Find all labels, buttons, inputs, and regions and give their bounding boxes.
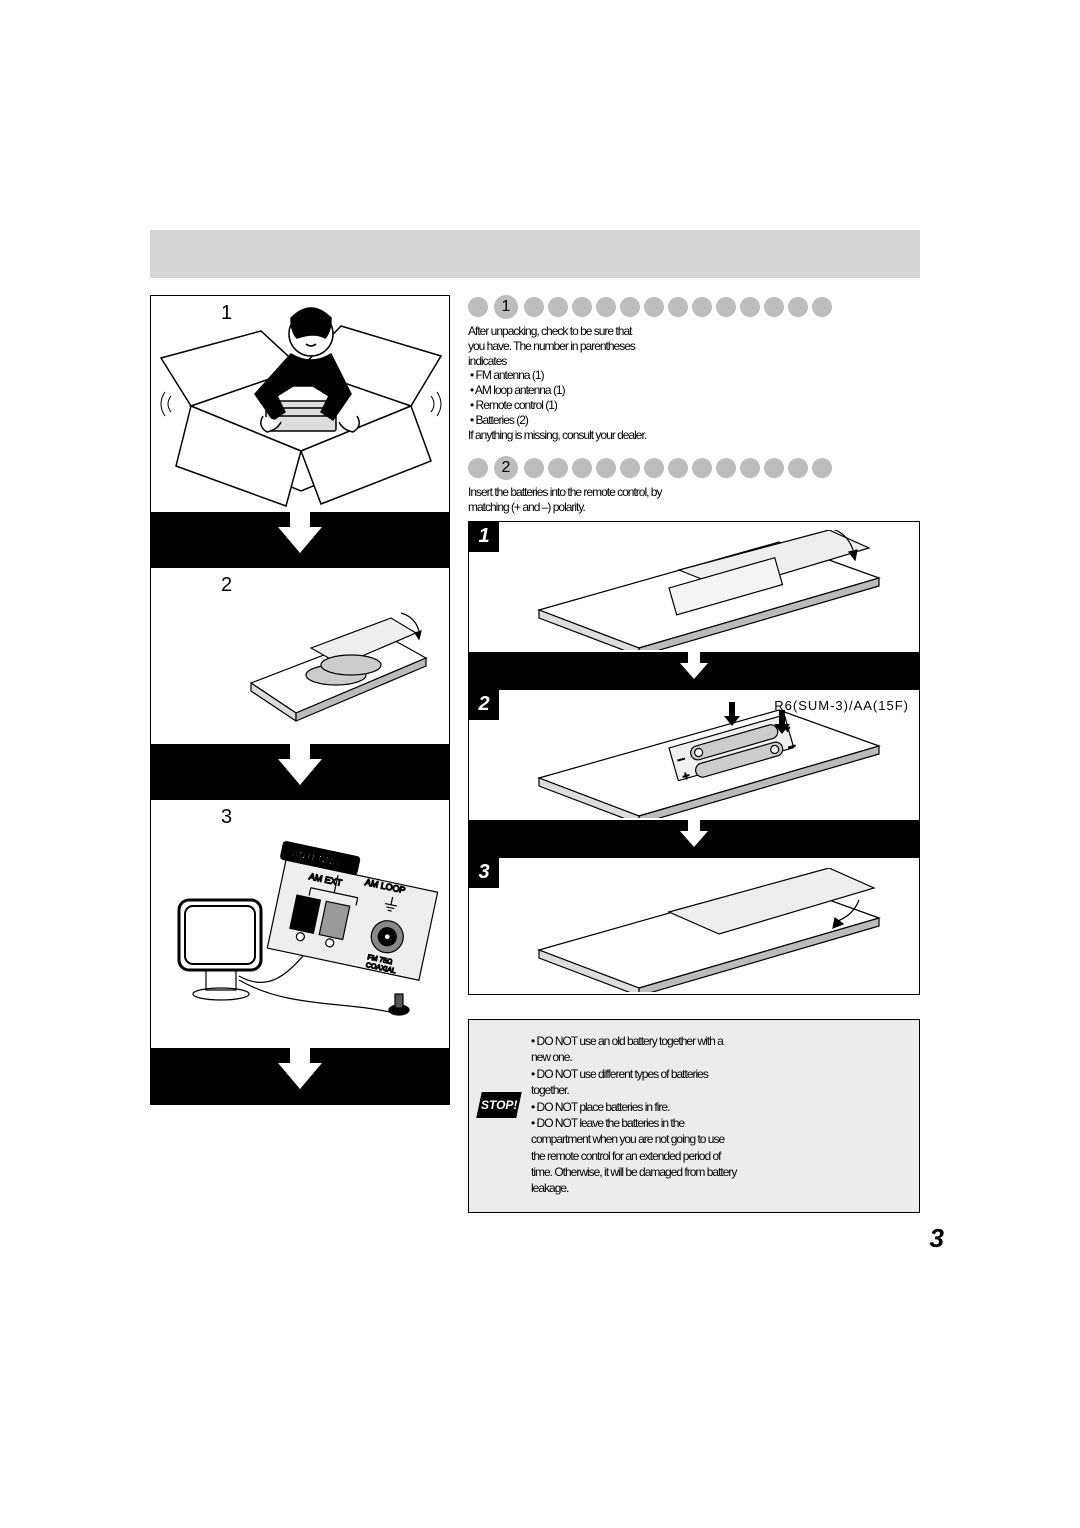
- arrow-divider: [469, 652, 919, 690]
- caution-box: STOP! • DO NOT use an old battery togeth…: [468, 1019, 920, 1213]
- left-step-3: 3 ANTENNA AM EXT: [151, 800, 449, 1048]
- remote-step-3: 3: [469, 858, 919, 994]
- step-number: 2: [221, 574, 232, 597]
- caution-line: • DO NOT use an old battery together wit…: [531, 1034, 907, 1048]
- antenna-illustration: ANTENNA AM EXT AM LOOP: [151, 800, 451, 1048]
- list-item: • FM antenna (1): [470, 369, 923, 383]
- remote-step-1: 1: [469, 522, 919, 652]
- stop-icon: STOP!: [476, 1092, 522, 1118]
- page-number: 3: [930, 1223, 944, 1254]
- left-column: 1: [150, 295, 450, 1105]
- remote-step-2: 2 R6(SUM-3)/AA(15F): [469, 690, 919, 820]
- manual-page: 1: [0, 0, 1080, 1528]
- step1-number: 1: [494, 295, 518, 319]
- remote-close-illustration: [529, 868, 899, 992]
- caution-line: new one.: [531, 1050, 907, 1064]
- caution-line: time. Otherwise, it will be damaged from…: [531, 1165, 907, 1179]
- step-number: 3: [221, 806, 232, 829]
- step-number: 1: [221, 302, 232, 325]
- caution-line: leakage.: [531, 1181, 907, 1195]
- step1-body: After unpacking, check to be sure that y…: [468, 325, 923, 442]
- text-line: indicates: [468, 355, 923, 369]
- list-item: • Batteries (2): [470, 414, 923, 428]
- right-column: 1 After unpacking, check to be sure that…: [468, 295, 923, 1213]
- text-line: you have. The number in parentheses: [468, 340, 923, 354]
- step1-header: 1: [468, 295, 923, 319]
- unpacking-illustration: [151, 296, 451, 512]
- caution-line: compartment when you are not going to us…: [531, 1132, 907, 1146]
- arrow-divider: [151, 1048, 449, 1104]
- text-line: matching (+ and –) polarity.: [468, 501, 923, 515]
- caution-line: • DO NOT place batteries in fire.: [531, 1100, 907, 1114]
- step2-header: 2: [468, 456, 923, 480]
- arrow-divider: [151, 512, 449, 568]
- remote-insert-illustration: – + + –: [529, 698, 899, 818]
- substep-badge: 3: [469, 858, 499, 888]
- left-step-2: 2: [151, 568, 449, 744]
- substep-badge: 1: [469, 522, 499, 552]
- arrow-divider: [151, 744, 449, 800]
- caution-line: • DO NOT use different types of batterie…: [531, 1067, 907, 1081]
- text-line: Insert the batteries into the remote con…: [468, 486, 923, 500]
- arrow-divider: [469, 820, 919, 858]
- step2-number: 2: [494, 456, 518, 480]
- caution-line: together.: [531, 1083, 907, 1097]
- caution-line: • DO NOT leave the batteries in the: [531, 1116, 907, 1130]
- list-item: • Remote control (1): [470, 399, 923, 413]
- header-bar: [150, 230, 920, 278]
- remote-batteries-illustration: [151, 568, 451, 744]
- remote-open-illustration: [529, 530, 899, 650]
- text-line: If anything is missing, consult your dea…: [468, 429, 923, 443]
- step2-body: Insert the batteries into the remote con…: [468, 486, 923, 515]
- remote-instruction-panel: 1 2 R6(SUM-3)/AA(15F): [468, 521, 920, 995]
- list-item: • AM loop antenna (1): [470, 384, 923, 398]
- left-step-1: 1: [151, 296, 449, 512]
- caution-content: • DO NOT use an old battery together wit…: [531, 1034, 907, 1196]
- caution-line: the remote control for an extended perio…: [531, 1149, 907, 1163]
- substep-badge: 2: [469, 690, 499, 720]
- text-line: After unpacking, check to be sure that: [468, 325, 923, 339]
